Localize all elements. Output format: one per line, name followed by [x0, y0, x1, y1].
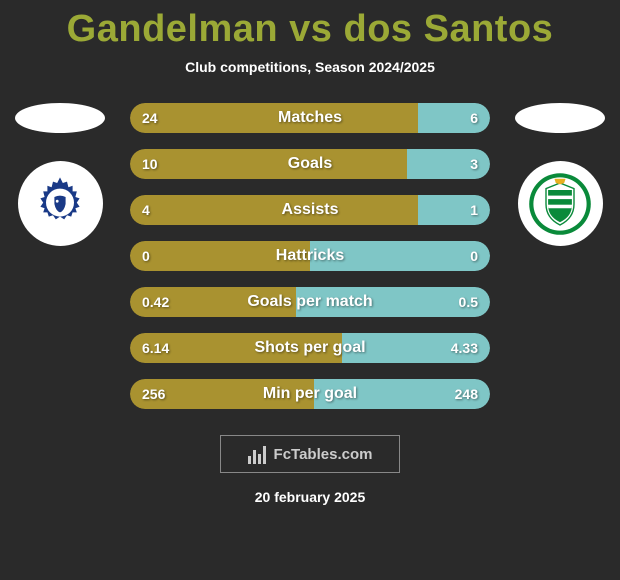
stat-value-left: 4 [142, 202, 150, 218]
stat-bar-left [130, 195, 418, 225]
comparison-card: Gandelman vs dos Santos Club competition… [0, 0, 620, 580]
right-club-badge [518, 161, 603, 246]
stat-value-right: 0 [470, 248, 478, 264]
stat-value-left: 10 [142, 156, 158, 172]
stat-value-left: 0 [142, 248, 150, 264]
stat-row: Matches 24 6 [130, 103, 490, 133]
left-player-col [0, 103, 120, 246]
indian-head-icon [25, 169, 95, 239]
stat-value-right: 4.33 [451, 340, 478, 356]
stat-label: Min per goal [263, 385, 357, 403]
stat-label: Assists [282, 201, 339, 219]
main-row: Matches 24 6 Goals 10 3 Assists 4 1 Hattricks 0 0 Go… [0, 103, 620, 409]
stat-bar-left [130, 103, 418, 133]
stat-row: Hattricks 0 0 [130, 241, 490, 271]
stat-bar-left [130, 149, 407, 179]
betis-crest-icon [525, 169, 595, 239]
stat-value-right: 0.5 [459, 294, 478, 310]
stat-value-right: 1 [470, 202, 478, 218]
subtitle: Club competitions, Season 2024/2025 [185, 59, 435, 75]
left-flag-ellipse [15, 103, 105, 133]
stat-label: Goals per match [247, 293, 372, 311]
left-club-badge [18, 161, 103, 246]
stat-value-right: 248 [455, 386, 478, 402]
stat-value-right: 6 [470, 110, 478, 126]
stat-row: Assists 4 1 [130, 195, 490, 225]
stat-value-left: 0.42 [142, 294, 169, 310]
stat-bar-right [418, 103, 490, 133]
stat-row: Goals per match 0.42 0.5 [130, 287, 490, 317]
stat-value-left: 24 [142, 110, 158, 126]
stats-bars: Matches 24 6 Goals 10 3 Assists 4 1 Hattricks 0 0 Go… [130, 103, 490, 409]
stat-value-right: 3 [470, 156, 478, 172]
page-title: Gandelman vs dos Santos [67, 8, 554, 51]
stat-label: Matches [278, 109, 342, 127]
footer-brand-box: FcTables.com [220, 435, 400, 473]
stat-label: Shots per goal [254, 339, 365, 357]
stat-row: Min per goal 256 248 [130, 379, 490, 409]
stat-row: Goals 10 3 [130, 149, 490, 179]
stat-value-left: 256 [142, 386, 165, 402]
right-player-col [500, 103, 620, 246]
chart-bars-icon [248, 444, 268, 464]
stat-label: Goals [288, 155, 332, 173]
stat-bar-right [418, 195, 490, 225]
stat-row: Shots per goal 6.14 4.33 [130, 333, 490, 363]
right-flag-ellipse [515, 103, 605, 133]
date-text: 20 february 2025 [255, 489, 366, 505]
stat-label: Hattricks [276, 247, 344, 265]
stat-value-left: 6.14 [142, 340, 169, 356]
footer-brand-text: FcTables.com [274, 446, 373, 463]
